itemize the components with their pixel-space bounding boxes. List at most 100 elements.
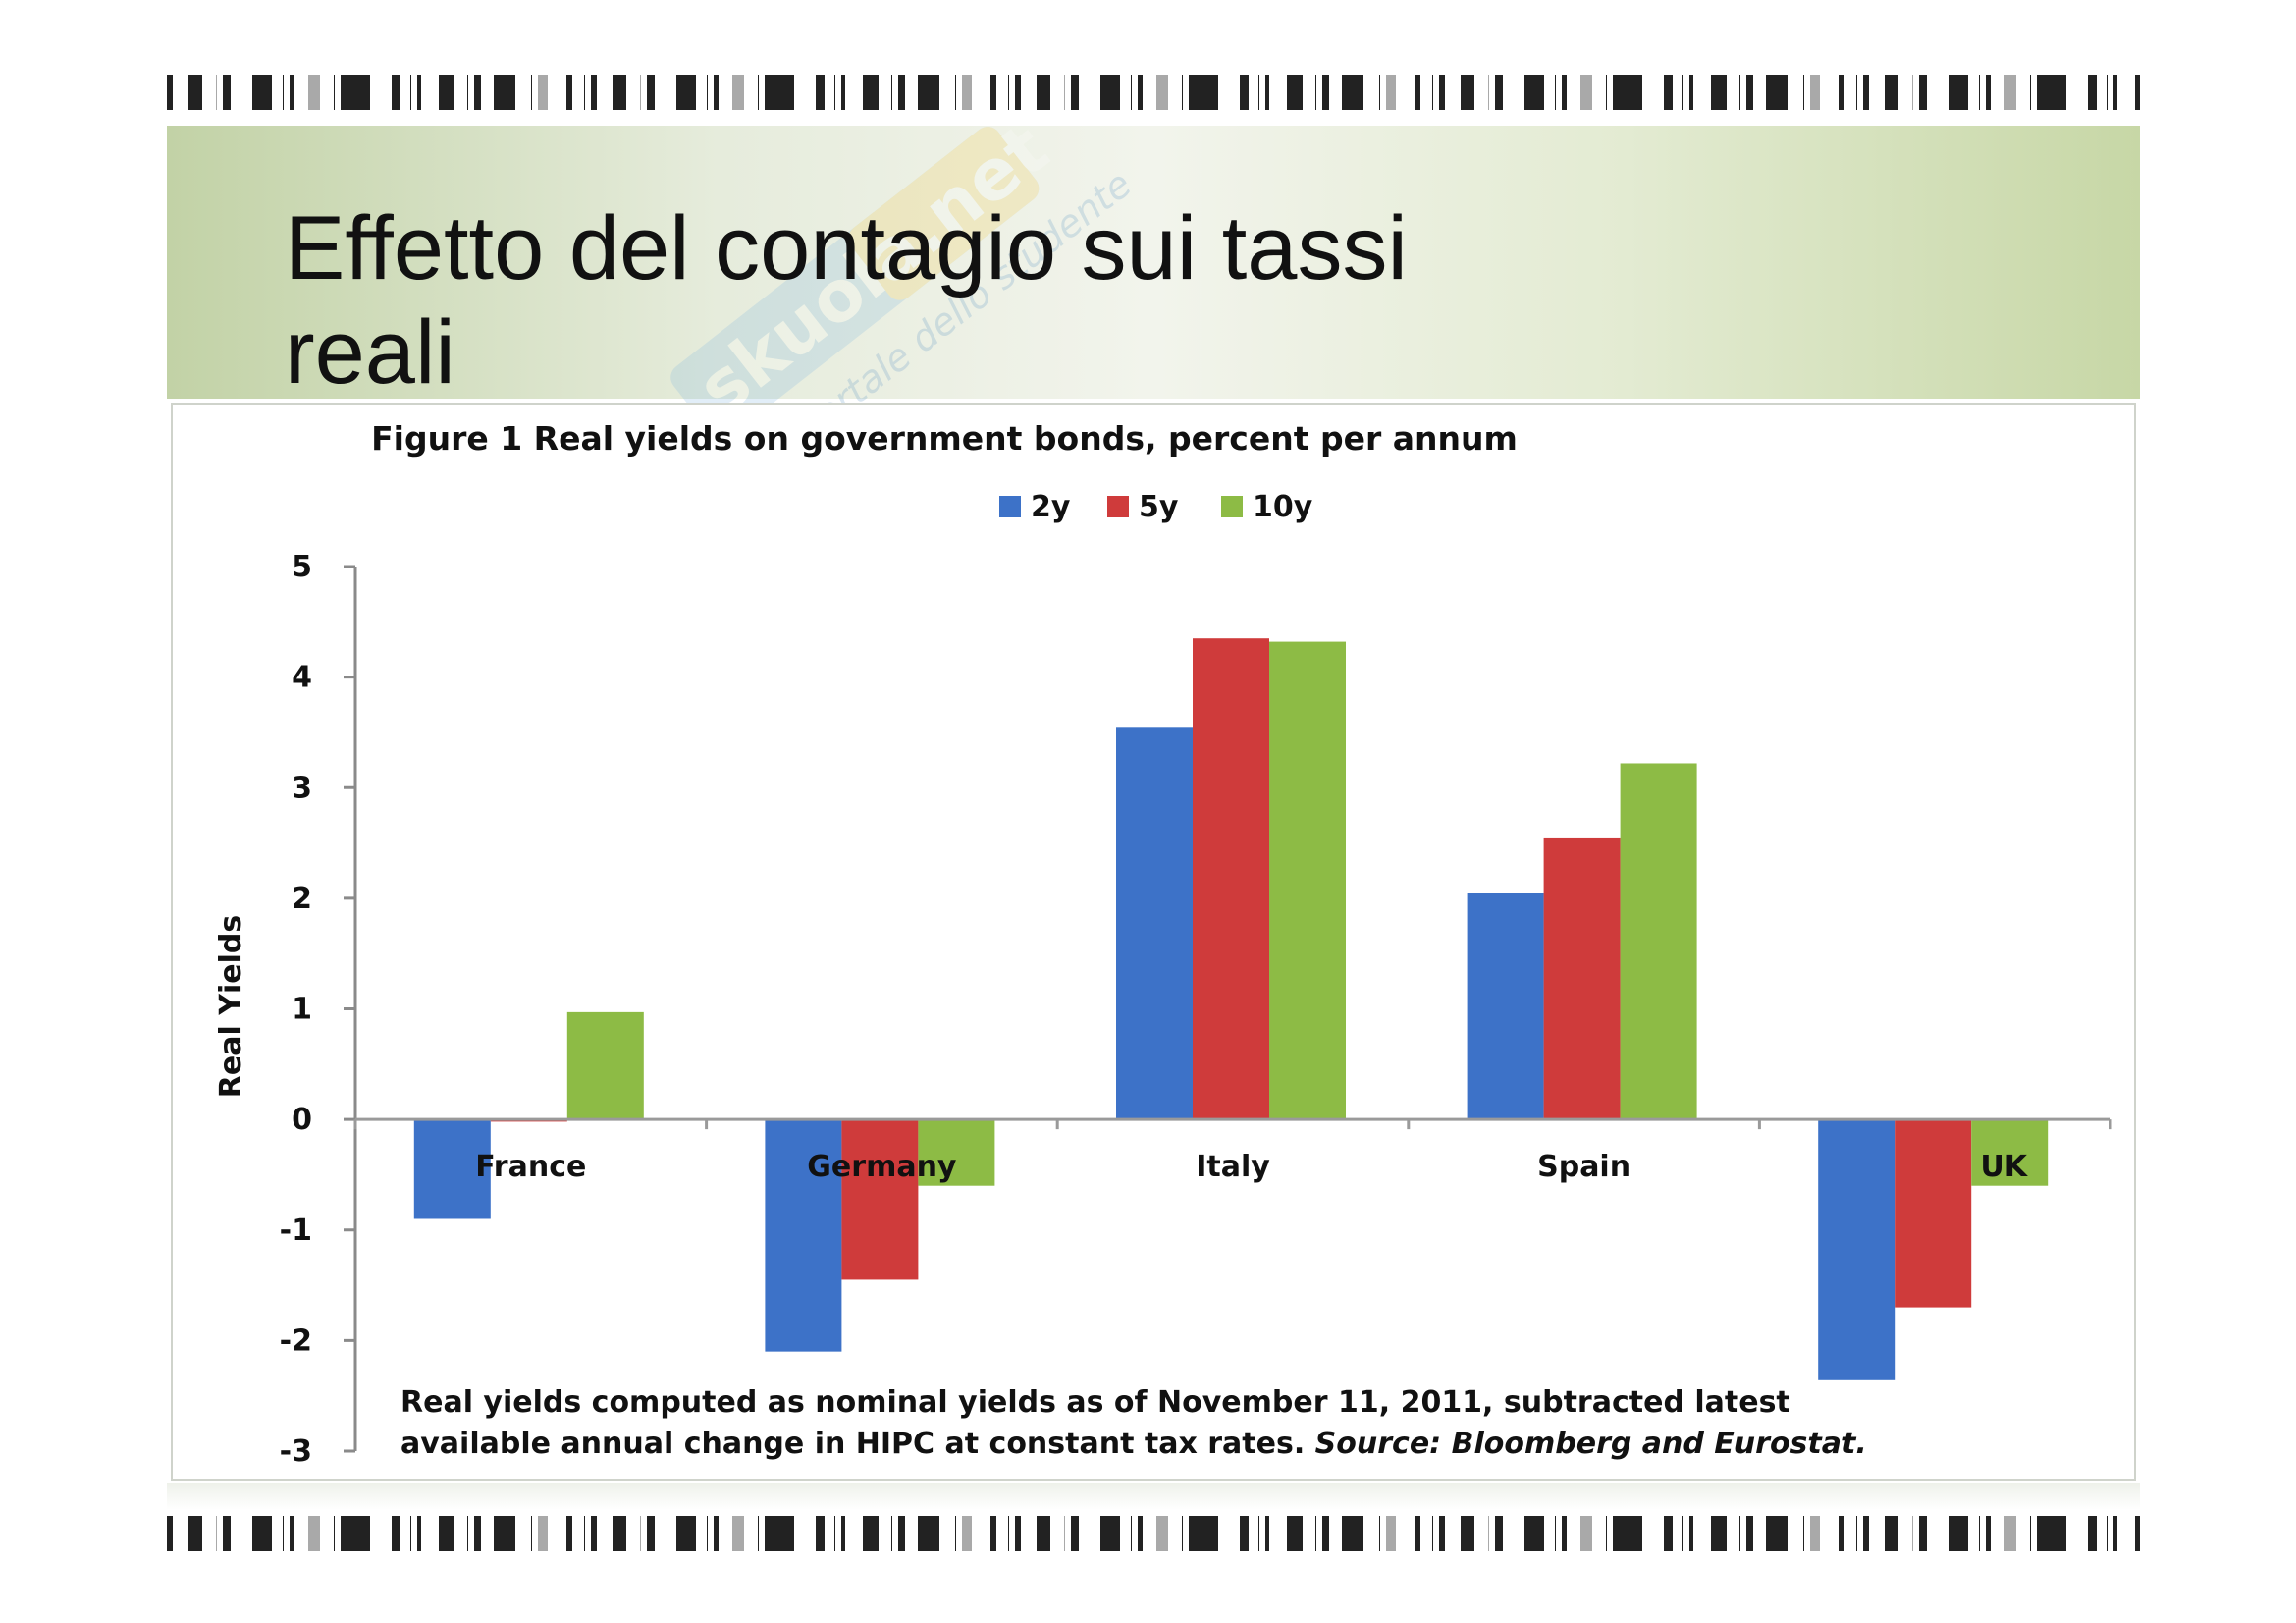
barcode-bar (1322, 75, 1329, 110)
barcode-bar (1258, 1516, 1259, 1551)
barcode-bar (1803, 1516, 1804, 1551)
barcode-bar (1415, 1516, 1420, 1551)
barcode-bar (566, 75, 572, 110)
bar-france-2y (413, 1119, 491, 1219)
barcode-bar (1555, 75, 1556, 110)
slide-title: Effetto del contagio sui tassi reali (285, 196, 1561, 405)
barcode-bar (1495, 1516, 1503, 1551)
barcode-bar (216, 75, 217, 110)
barcode-bar (290, 1516, 294, 1551)
barcode-bar (474, 1516, 481, 1551)
barcode-bar (591, 1516, 597, 1551)
barcode-bar (1664, 75, 1673, 110)
barcode-bar (1919, 75, 1927, 110)
barcode-bar (1524, 1516, 1544, 1551)
barcode-bar (1386, 1516, 1396, 1551)
barcode-bar (252, 75, 272, 110)
y-tick-label: 5 (292, 550, 312, 584)
barcode-bar (2107, 75, 2108, 110)
barcode-bar (676, 1516, 696, 1551)
barcode-bar (1488, 75, 1489, 110)
barcode-bar (955, 1516, 956, 1551)
barcode-bar (1613, 75, 1642, 110)
barcode-bar (167, 75, 173, 110)
barcode-bar (1287, 75, 1303, 110)
barcode-bar (1064, 75, 1065, 110)
barcode-bar (1555, 1516, 1556, 1551)
barcode-bar (252, 1516, 272, 1551)
barcode-bar (1071, 75, 1079, 110)
barcode-bar (816, 75, 825, 110)
barcode-bar (308, 75, 320, 110)
barcode-bar (918, 1516, 939, 1551)
bar-spain-2y (1467, 893, 1544, 1120)
barcode-bar (1432, 1516, 1433, 1551)
barcode-bar (2037, 1516, 2066, 1551)
barcode-bar (2030, 75, 2031, 110)
barcode-bar (1919, 1516, 1927, 1551)
bar-germany-10y (918, 1119, 995, 1186)
barcode-bar (2088, 75, 2097, 110)
y-tick-label: 1 (292, 993, 312, 1027)
barcode-bar (613, 75, 626, 110)
barcode-bar (494, 75, 515, 110)
barcode-bar (707, 1516, 708, 1551)
barcode-bar (410, 1516, 411, 1551)
chart-note-line-1: Real yields computed as nominal yields a… (400, 1385, 1790, 1420)
category-label-uk: UK (1980, 1150, 2028, 1184)
barcode-bar (1015, 75, 1021, 110)
barcode-bar (1342, 1516, 1363, 1551)
y-tick-label: 4 (292, 661, 312, 695)
y-tick-label: 0 (292, 1103, 312, 1137)
barcode-bar (591, 75, 597, 110)
barcode-bar (816, 1516, 825, 1551)
barcode-bar (1524, 75, 1544, 110)
barcode-bar (2004, 1516, 2016, 1551)
barcode-bar (640, 75, 641, 110)
bar-germany-2y (765, 1119, 842, 1352)
barcode-bar (1739, 75, 1740, 110)
barcode-bar (283, 75, 284, 110)
legend-label-2y: 2y (1031, 490, 1071, 524)
bar-italy-2y (1116, 727, 1193, 1120)
barcode-bar (2113, 1516, 2117, 1551)
chart-note-line-2: available annual change in HIPC at const… (400, 1427, 1867, 1461)
barcode-bar (531, 1516, 532, 1551)
barcode-bar (1689, 1516, 1693, 1551)
y-tick-label: -3 (280, 1434, 312, 1469)
barcode-bar (1461, 75, 1474, 110)
barcode-bar (188, 1516, 202, 1551)
barcode-bar (1606, 75, 1607, 110)
barcode-bar (439, 1516, 454, 1551)
barcode-bar (2107, 1516, 2108, 1551)
barcode-bar (538, 75, 548, 110)
barcode-bar (765, 1516, 794, 1551)
barcode-bar (1949, 75, 1968, 110)
y-tick-label: 2 (292, 882, 312, 916)
title-band (167, 126, 2140, 399)
barcode-bar (1037, 1516, 1050, 1551)
barcode-bar (584, 75, 585, 110)
category-label-spain: Spain (1537, 1150, 1630, 1184)
legend-swatch-10y (1221, 496, 1243, 517)
barcode-bar (223, 75, 231, 110)
barcode-bar (1008, 75, 1009, 110)
barcode-bar (1979, 1516, 1980, 1551)
barcode-bar (647, 75, 655, 110)
barcode-bar (1131, 1516, 1132, 1551)
barcode-bar (1885, 75, 1898, 110)
barcode-bar (1189, 75, 1218, 110)
barcode-bar (1189, 1516, 1218, 1551)
legend-swatch-2y (999, 496, 1021, 517)
barcode-bar (990, 75, 996, 110)
barcode-bar (1315, 75, 1316, 110)
barcode-bar (1379, 1516, 1380, 1551)
bar-france-10y (566, 1011, 644, 1120)
barcode-bar (1156, 1516, 1168, 1551)
barcode-bar (538, 1516, 548, 1551)
barcode-bar (1766, 75, 1788, 110)
barcode-bar (2113, 75, 2117, 110)
barcode-bar (640, 1516, 641, 1551)
barcode-bar (1265, 1516, 1269, 1551)
barcode-bar (1461, 1516, 1474, 1551)
